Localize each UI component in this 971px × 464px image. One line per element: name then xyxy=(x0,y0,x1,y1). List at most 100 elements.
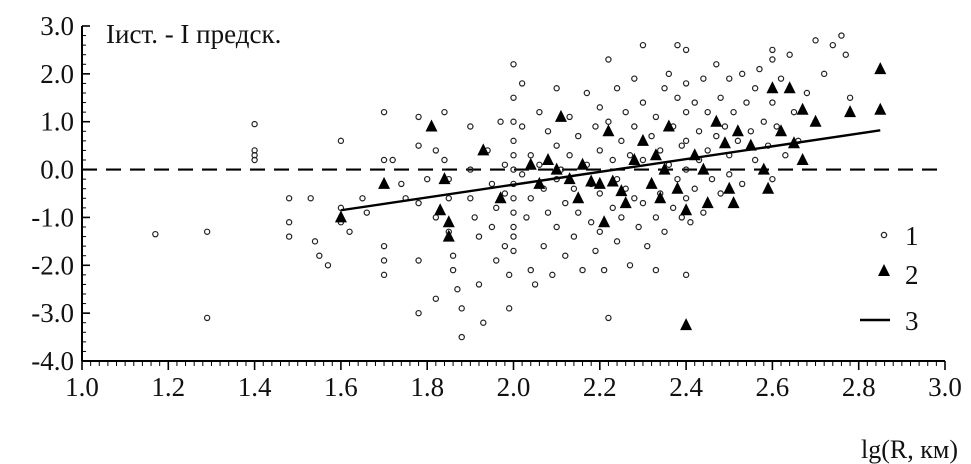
series-1-point xyxy=(717,190,724,197)
series-2-point xyxy=(796,102,809,115)
series-1-point xyxy=(536,108,543,116)
series-1-point xyxy=(458,305,465,312)
series-1-point xyxy=(829,41,837,49)
series-1-point xyxy=(380,257,388,264)
series-1-point xyxy=(682,166,690,173)
series-1-point xyxy=(751,156,759,164)
series-1-point xyxy=(726,75,733,82)
series-1-point xyxy=(285,219,293,226)
series-1-point xyxy=(544,128,552,135)
plot-area xyxy=(81,25,946,370)
y-tick-label: 2.0 xyxy=(40,59,74,89)
series-1-point xyxy=(553,142,560,149)
series-2-filled-triangles xyxy=(334,62,887,331)
series-1-point xyxy=(682,137,690,145)
series-2-point xyxy=(636,133,649,146)
series-2-point xyxy=(593,176,606,189)
series-2-point xyxy=(378,176,391,189)
series-2-point xyxy=(554,109,567,122)
series-2-point xyxy=(619,196,632,209)
series-1-point xyxy=(467,123,474,130)
series-1-point xyxy=(432,295,440,302)
x-tick-label: 1.0 xyxy=(65,372,99,402)
series-1-point xyxy=(415,257,422,264)
series-1-point xyxy=(570,233,578,240)
series-1-point xyxy=(359,195,366,202)
series-1-point xyxy=(726,171,733,178)
series-1-point xyxy=(596,228,604,235)
series-1-point xyxy=(510,195,517,202)
series-1-point xyxy=(449,252,457,259)
series-1-point xyxy=(540,242,547,250)
series-1-point xyxy=(566,152,573,159)
series-1-point xyxy=(324,262,332,269)
series-1-point xyxy=(644,242,651,250)
series-1-point xyxy=(639,99,647,106)
series-1-point xyxy=(527,195,534,202)
series-1-point xyxy=(579,266,586,274)
series-1-point xyxy=(363,209,370,216)
series-1-point xyxy=(531,281,539,288)
series-1-point xyxy=(760,118,767,125)
x-tick-label: 2.6 xyxy=(756,372,790,402)
series-2-point xyxy=(602,124,615,137)
chart-title: Iист. - I предск. xyxy=(106,19,281,49)
series-2-point xyxy=(334,210,347,223)
series-1-point xyxy=(626,152,634,159)
series-1-point xyxy=(415,309,422,317)
series-1-point xyxy=(583,89,591,97)
series-2-point xyxy=(572,191,585,204)
series-1-point xyxy=(493,257,500,264)
series-2-point xyxy=(762,181,775,194)
series-1-point xyxy=(769,46,776,54)
series-2-point xyxy=(524,157,537,170)
series-2-point xyxy=(844,105,857,118)
y-tick-label: 0.0 xyxy=(40,155,74,185)
x-axis-label: lg(R, км) xyxy=(861,435,958,464)
series-2-point xyxy=(563,172,576,185)
series-3-trend-line xyxy=(340,129,881,212)
series-1-point xyxy=(695,128,703,135)
series-2-point xyxy=(731,124,744,137)
series-1-point xyxy=(285,195,293,202)
series-2-point xyxy=(766,81,779,94)
series-1-point xyxy=(661,228,668,235)
series-1-point xyxy=(510,209,517,216)
series-1-point xyxy=(790,108,798,116)
series-2-point xyxy=(710,114,723,127)
series-1-point xyxy=(471,214,478,221)
series-1-point xyxy=(488,223,496,231)
series-1-point xyxy=(713,61,720,68)
series-1-point xyxy=(618,137,625,145)
series-1-point xyxy=(316,252,323,259)
series-1-point xyxy=(505,271,513,279)
series-1-point xyxy=(493,204,500,212)
series-1-point xyxy=(510,166,517,173)
series-1-point xyxy=(613,85,621,92)
series-2-point xyxy=(628,153,641,165)
series-1-point xyxy=(665,70,673,78)
series-1-point xyxy=(600,266,608,274)
series-1-point xyxy=(432,214,440,221)
series-1-point xyxy=(510,247,517,255)
series-2-point xyxy=(550,162,563,175)
series-1-point xyxy=(639,156,647,164)
series-1-point xyxy=(613,238,621,245)
series-1-point xyxy=(730,108,737,116)
series-1-point xyxy=(441,108,448,116)
series-1-point xyxy=(652,113,660,121)
x-tick-label: 2.4 xyxy=(669,372,703,402)
series-1-point xyxy=(510,137,517,145)
series-1-point xyxy=(441,156,448,164)
series-2-point xyxy=(542,153,555,165)
x-tick-label: 3.0 xyxy=(928,372,962,402)
series-1-point xyxy=(842,51,849,58)
series-2-point xyxy=(809,114,822,127)
series-1-point xyxy=(587,219,595,226)
series-1-point xyxy=(203,228,211,235)
series-1-point xyxy=(838,32,845,39)
series-1-point xyxy=(518,80,526,87)
series-2-point xyxy=(680,203,693,216)
series-1-point xyxy=(458,333,465,341)
series-1-point xyxy=(152,230,159,238)
